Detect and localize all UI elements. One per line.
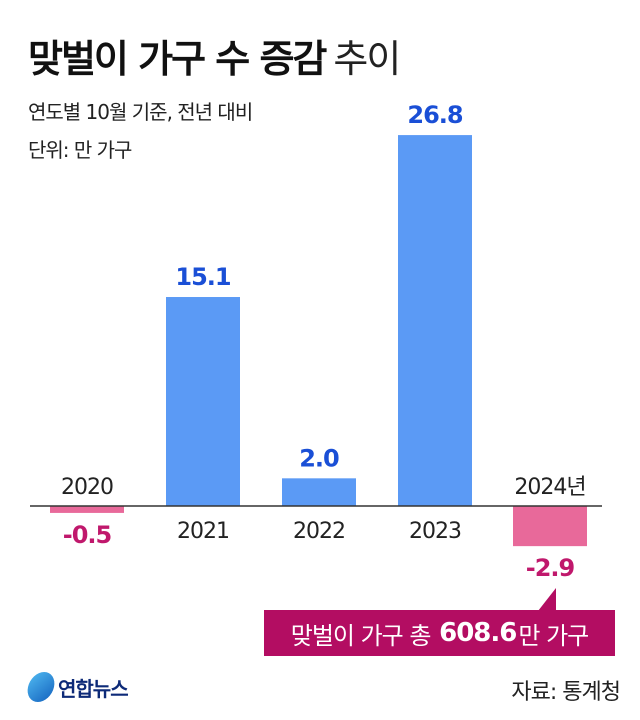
bar-2020 bbox=[50, 506, 124, 513]
bar-2021 bbox=[166, 297, 240, 506]
category-label-2021: 2021 bbox=[177, 519, 229, 544]
callout-pointer bbox=[538, 588, 556, 611]
title-light: 추이 bbox=[333, 37, 401, 81]
category-label-2022: 2022 bbox=[293, 519, 345, 544]
category-label-2024년: 2024년 bbox=[514, 475, 585, 500]
yonhap-logo: 연합뉴스 bbox=[24, 672, 129, 702]
callout-prefix: 맞벌이 가구 총 bbox=[290, 621, 432, 650]
chart-title: 맞벌이 가구 수 증감 추이 bbox=[28, 28, 401, 83]
category-label-2023: 2023 bbox=[409, 519, 461, 544]
source-label: 자료: 통계청 bbox=[511, 680, 621, 705]
value-label-2020: -0.5 bbox=[63, 521, 112, 549]
logo-icon bbox=[24, 672, 58, 702]
value-label-2024년: -2.9 bbox=[526, 554, 575, 582]
logo-text: 연합뉴스 bbox=[58, 676, 129, 701]
bar-2023 bbox=[398, 135, 472, 506]
value-label-2021: 15.1 bbox=[175, 263, 231, 291]
callout-suffix: 만 가구 bbox=[518, 621, 589, 650]
category-label-2020: 2020 bbox=[61, 475, 113, 500]
value-label-2023: 26.8 bbox=[407, 101, 463, 129]
unit-label: 단위: 만 가구 bbox=[28, 138, 132, 162]
bar-2022 bbox=[282, 478, 356, 506]
subtitle: 연도별 10월 기준, 전년 대비 bbox=[28, 100, 253, 124]
bar-2024년 bbox=[513, 506, 587, 547]
title-bold: 맞벌이 가구 수 증감 bbox=[28, 37, 327, 81]
callout-value: 608.6 bbox=[439, 618, 517, 648]
value-label-2022: 2.0 bbox=[299, 444, 339, 472]
total-callout: 맞벌이 가구 총 608.6 만 가구 bbox=[264, 610, 615, 656]
